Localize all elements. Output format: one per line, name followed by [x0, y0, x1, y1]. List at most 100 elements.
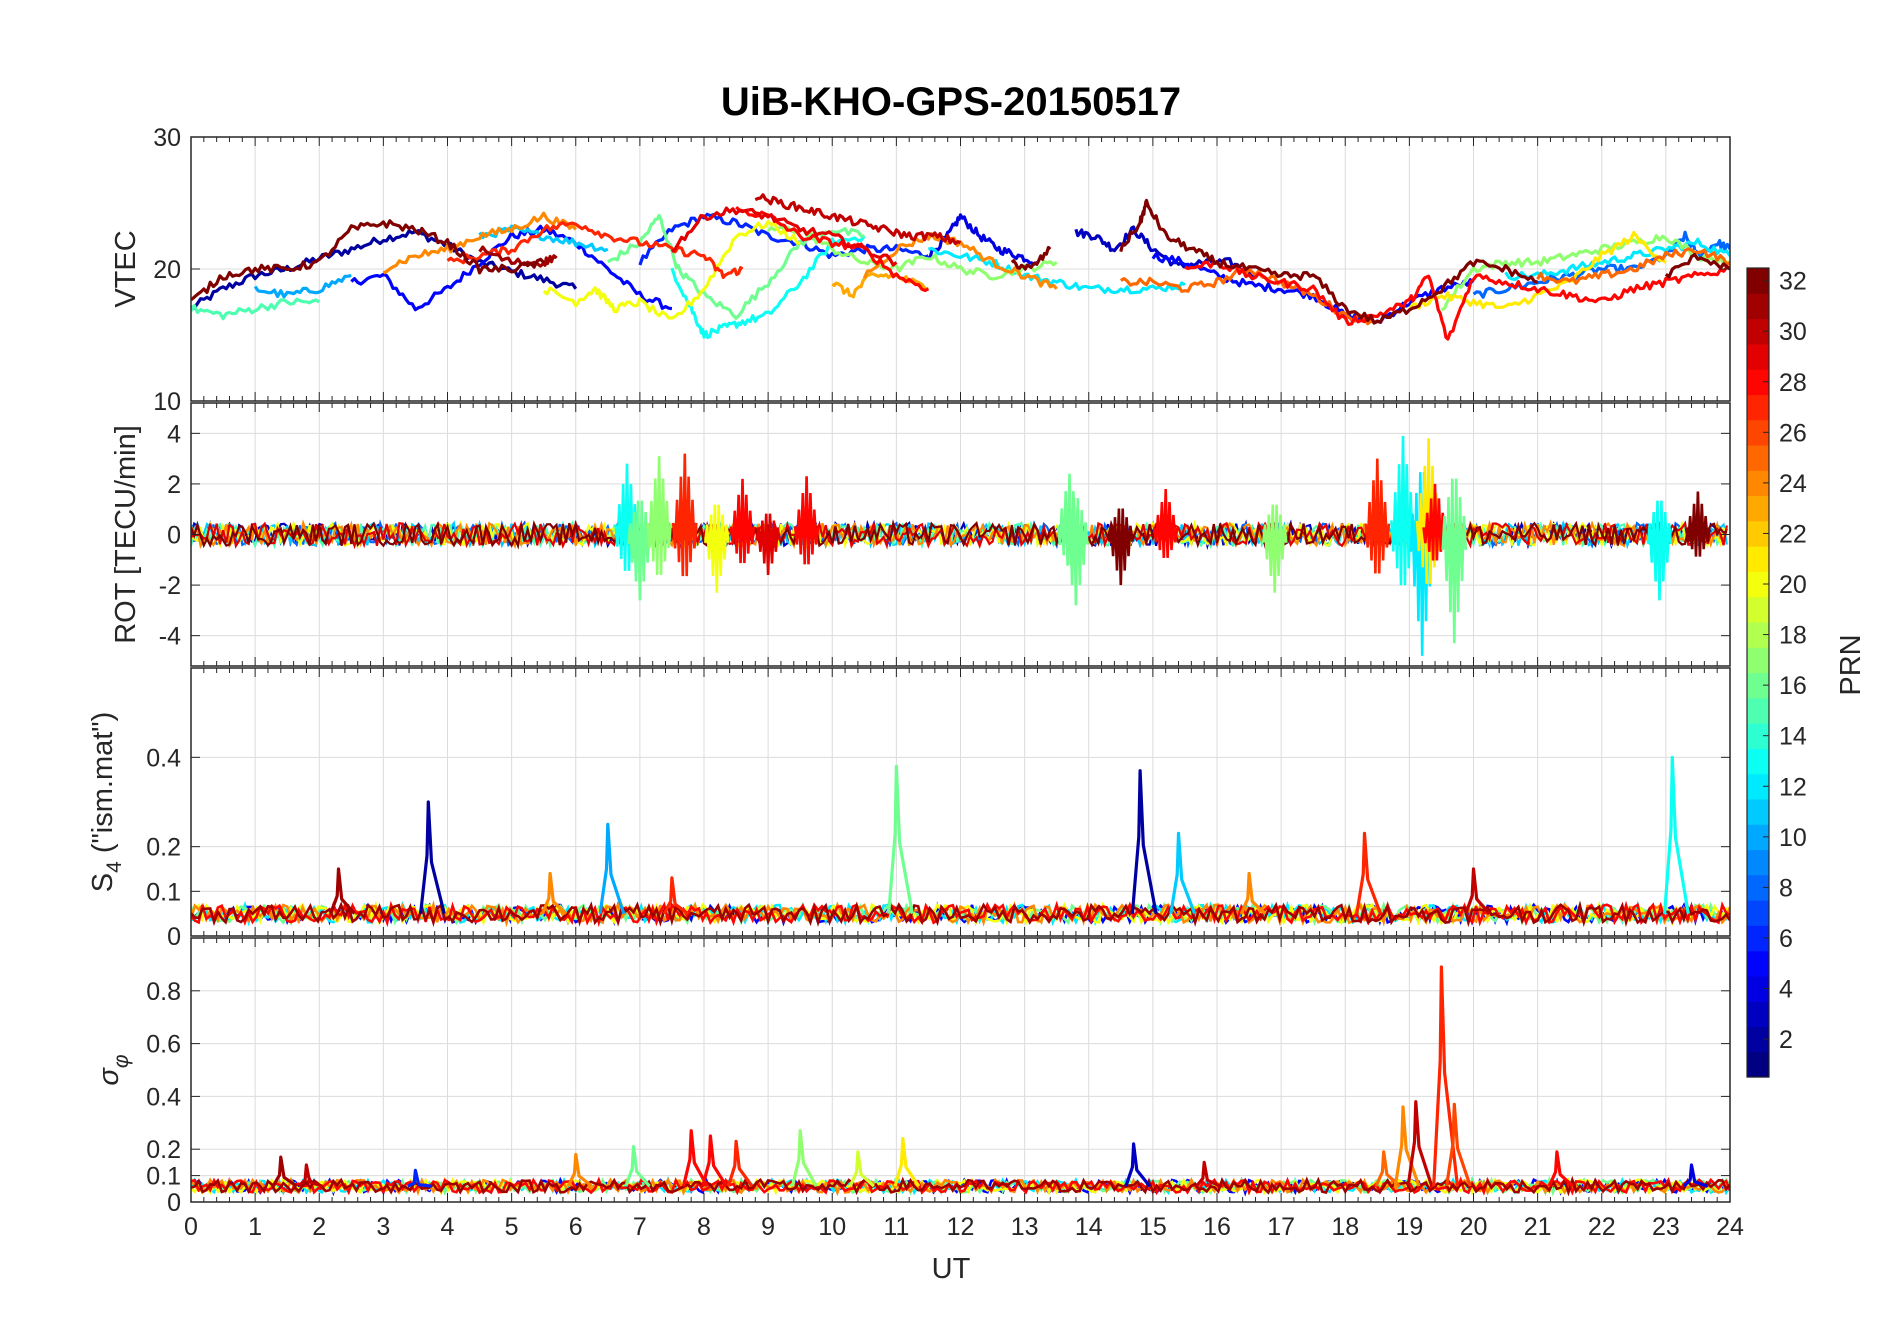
- vtec-series-line: [754, 193, 962, 246]
- s4-baseline-trace: [191, 900, 1730, 928]
- sigma_phi-spike: [848, 1150, 875, 1188]
- rot-burst: [1646, 500, 1673, 601]
- colorbar-swatch: [1747, 470, 1769, 497]
- colorbar-tick-label: 14: [1779, 723, 1807, 751]
- sigma_phi-spike: [1374, 1150, 1401, 1188]
- s4-spike: [598, 822, 626, 915]
- sigma_phi-spike: [1406, 1100, 1434, 1187]
- colorbar-swatch: [1747, 318, 1769, 345]
- colorbar-tick-label: 30: [1779, 318, 1807, 346]
- rot-burst: [1409, 472, 1435, 656]
- colorbar-swatch: [1747, 647, 1769, 674]
- colorbar-swatch: [1747, 672, 1769, 699]
- colorbar-tick-label: 28: [1779, 369, 1807, 397]
- x-tick-label: 23: [1652, 1213, 1680, 1241]
- y-axis-label-sigma_phi: σφ: [93, 1054, 133, 1086]
- colorbar-swatch: [1747, 900, 1769, 926]
- colorbar-swatch: [1747, 596, 1769, 623]
- x-tick-label: 1: [248, 1213, 262, 1241]
- vtec-series-line: [638, 212, 929, 266]
- colorbar-tick-label: 12: [1779, 773, 1807, 801]
- y-tick-label: 2: [167, 471, 181, 499]
- panel-s4: 0 0.1 0.2 0.4 S4 ("ism.mat"): [87, 667, 1731, 951]
- x-tick-label: 13: [1011, 1213, 1039, 1241]
- y-tick-label: 0: [167, 522, 181, 550]
- rot-burst: [755, 513, 781, 576]
- x-tick-label: 16: [1203, 1213, 1231, 1241]
- panel-data: [191, 435, 1728, 656]
- colorbar-tick-label: 2: [1779, 1026, 1793, 1054]
- vtec-series-line: [191, 297, 321, 321]
- sigma_phi-spike: [893, 1137, 921, 1188]
- s4-spike: [329, 867, 356, 915]
- sigma_phi-spike: [790, 1129, 818, 1187]
- x-tick-label: 19: [1395, 1213, 1423, 1241]
- sigma_phi-spike: [726, 1139, 754, 1188]
- s4-spike: [662, 876, 689, 915]
- colorbar-swatch: [1747, 419, 1769, 446]
- y-tick-label: -4: [159, 623, 181, 651]
- colorbar-swatch: [1747, 798, 1769, 825]
- vtec-series-line: [1536, 247, 1730, 285]
- y-tick-label: 20: [153, 256, 181, 284]
- colorbar-swatch: [1747, 293, 1769, 320]
- colorbar-tick-label: 6: [1779, 925, 1793, 953]
- colorbar-tick-label: 26: [1779, 419, 1807, 447]
- vtec-series-line: [1119, 198, 1539, 325]
- panel-vtec: 10 20 30 VTEC: [110, 124, 1731, 416]
- colorbar-swatch: [1747, 495, 1769, 522]
- x-tick-label: 24: [1716, 1213, 1744, 1241]
- sigma_phi-spike: [406, 1168, 432, 1188]
- sigma_phi-spike: [681, 1129, 709, 1187]
- colorbar-swatch: [1747, 546, 1769, 572]
- s4-spike: [1663, 755, 1690, 914]
- rot-burst: [1685, 491, 1711, 557]
- colorbar-swatch: [1747, 343, 1769, 370]
- colorbar-swatch: [1747, 925, 1769, 952]
- x-tick-label: 15: [1139, 1213, 1167, 1241]
- rot-burst: [1422, 483, 1448, 561]
- colorbar-swatch: [1747, 444, 1769, 471]
- colorbar-swatch: [1747, 773, 1769, 800]
- sigma_phi-spike: [1432, 965, 1460, 1187]
- colorbar-swatch: [1747, 824, 1769, 851]
- vtec-series-line: [1119, 267, 1378, 326]
- rot-burst: [646, 456, 672, 575]
- y-tick-label: 0.4: [146, 744, 181, 772]
- vtec-series-line: [1184, 260, 1730, 341]
- x-tick-label: 8: [697, 1213, 711, 1241]
- y-tick-label: 0.1: [146, 878, 181, 906]
- panel-rot: -4 -2 0 2 4 ROT [TECU/min]: [110, 402, 1731, 667]
- colorbar-swatch: [1747, 268, 1769, 294]
- sigma_phi-spike: [1195, 1160, 1221, 1188]
- sigma_phi-baseline-trace: [191, 1175, 1730, 1197]
- colorbar-swatch: [1747, 748, 1769, 775]
- colorbar-tick-label: 4: [1779, 976, 1793, 1004]
- s4-spike: [1355, 831, 1382, 915]
- sigma_phi-spike: [1547, 1150, 1574, 1188]
- rot-burst: [704, 504, 730, 593]
- y-tick-label: 0.2: [146, 834, 181, 862]
- colorbar-swatch: [1747, 950, 1769, 977]
- sigma_phi-spike: [1445, 1102, 1472, 1187]
- x-tick-label: 6: [569, 1213, 583, 1241]
- chart-title: UiB-KHO-GPS-20150517: [721, 80, 1181, 124]
- vtec-series-line: [927, 213, 1039, 266]
- colorbar-swatch: [1747, 1001, 1769, 1028]
- vtec-series-line: [670, 206, 898, 267]
- rot-noise-trace: [191, 519, 1728, 550]
- rot-burst: [1364, 458, 1391, 574]
- colorbar-swatch: [1747, 520, 1769, 547]
- panel-data: [191, 755, 1730, 928]
- vtec-series-line: [382, 211, 577, 275]
- rot-burst: [1261, 504, 1288, 593]
- x-tick-label: 9: [761, 1213, 775, 1241]
- x-tick-label: 21: [1524, 1213, 1552, 1241]
- x-tick-label: 11: [883, 1213, 909, 1241]
- sigma_phi-spike: [566, 1152, 593, 1188]
- sigma_phi-spike: [1682, 1163, 1709, 1188]
- s4-spike: [1130, 769, 1158, 914]
- panel-data: [191, 193, 1730, 341]
- s4-spike: [540, 871, 568, 915]
